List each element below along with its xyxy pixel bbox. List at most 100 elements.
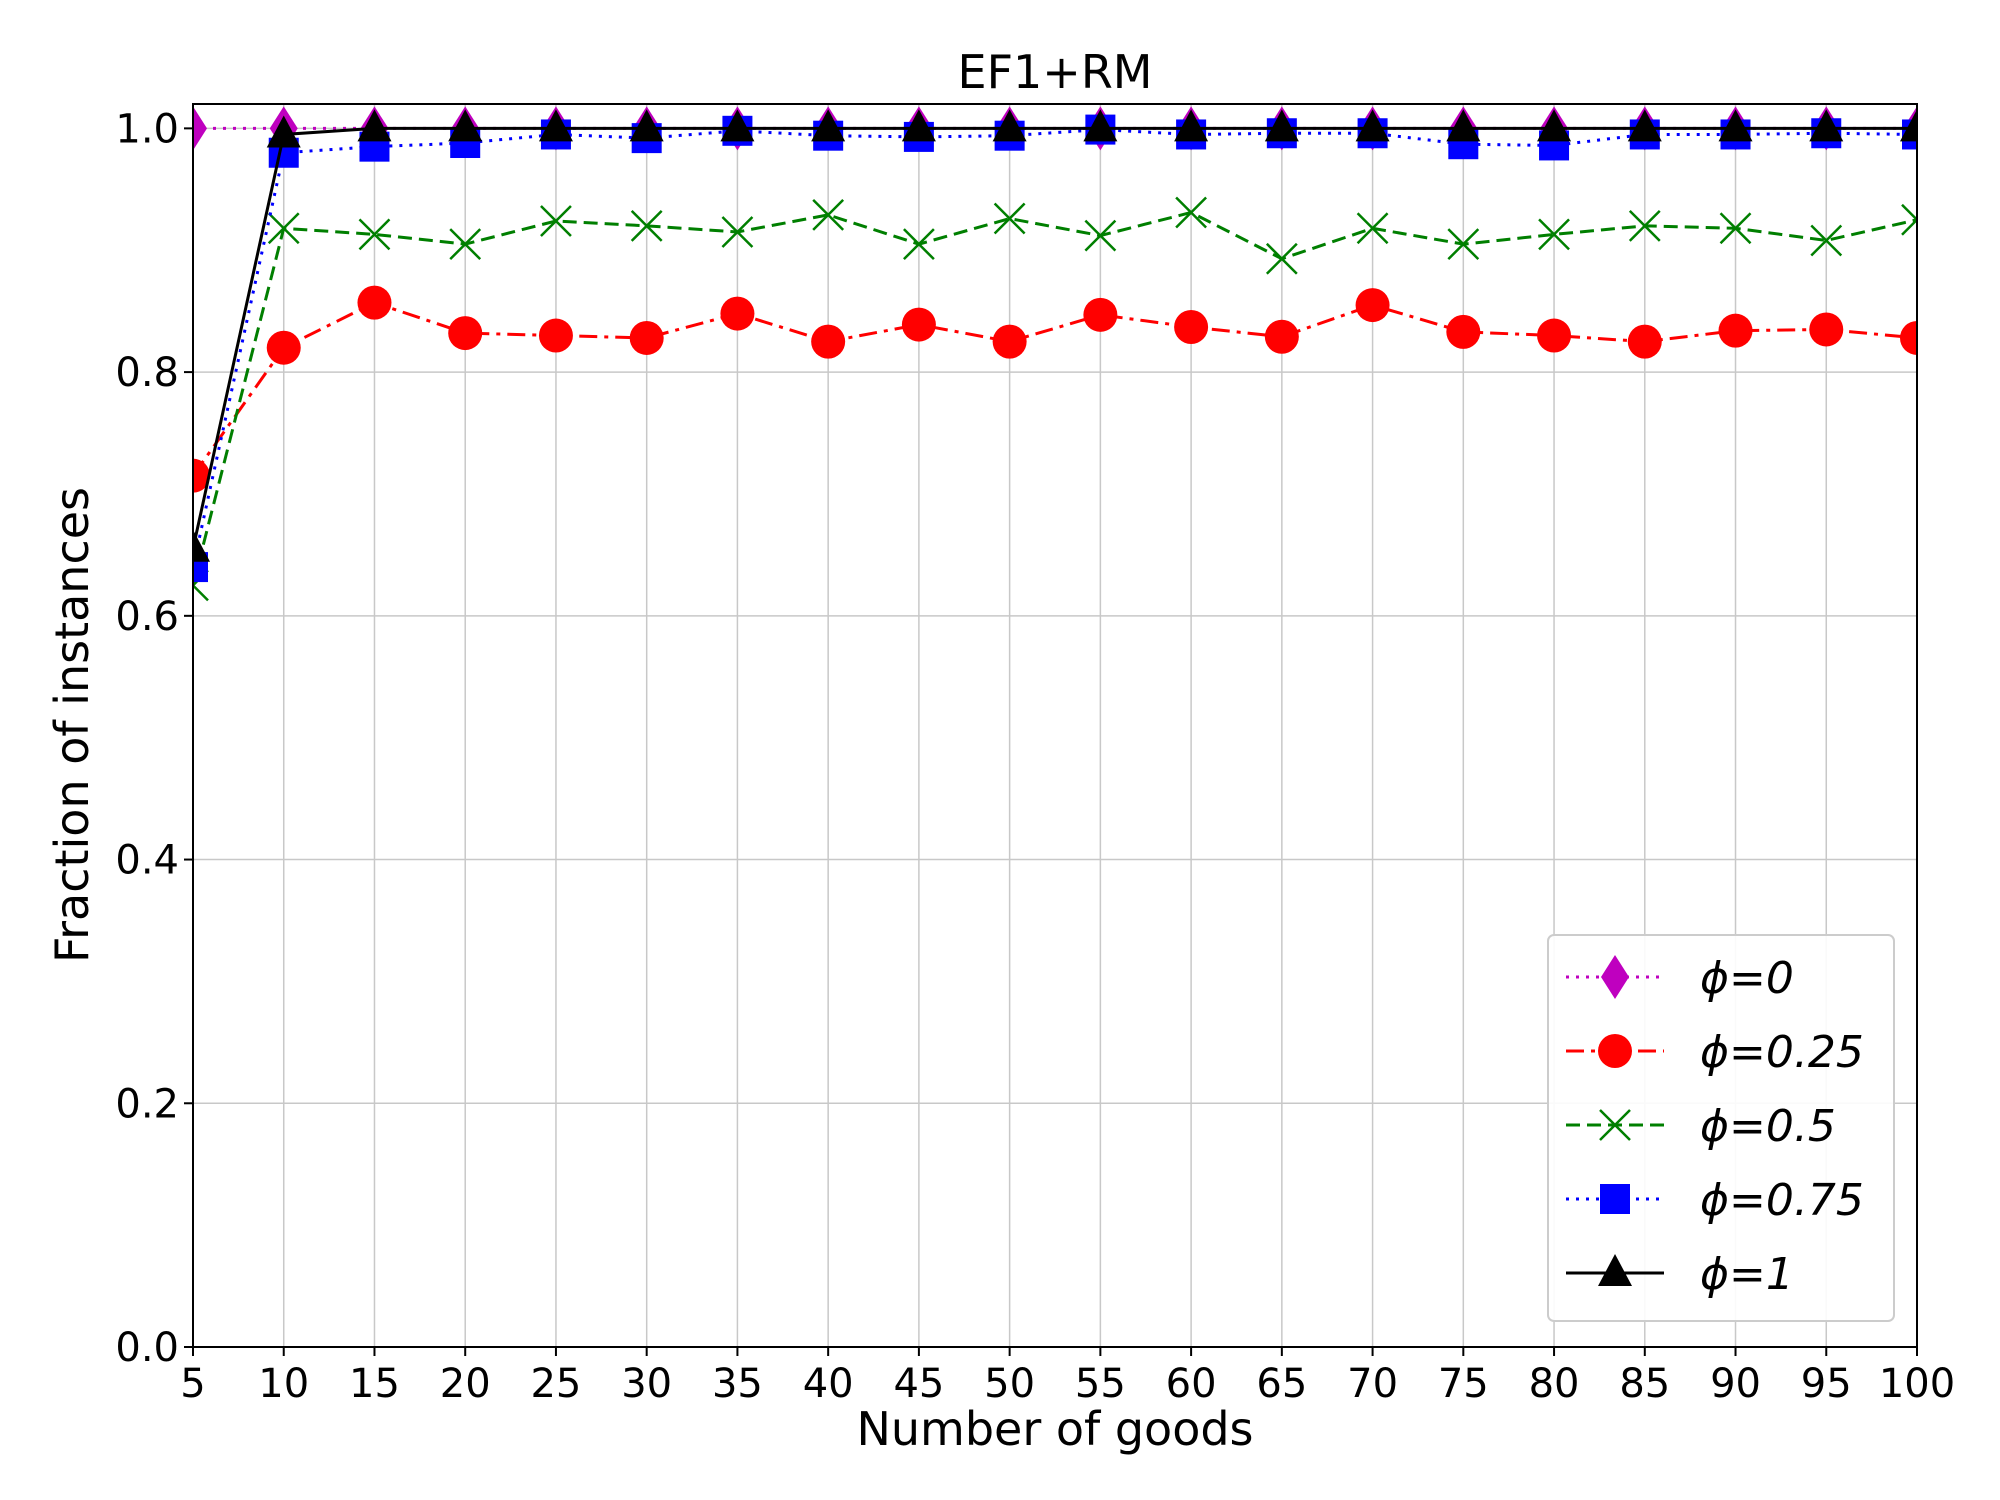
data-point <box>1628 209 1661 242</box>
data-point <box>811 109 846 142</box>
data-point <box>1538 218 1570 251</box>
data-point <box>1719 212 1752 245</box>
data-point <box>812 199 845 231</box>
legend-item: ϕ=1 <box>1566 1249 1794 1300</box>
data-point <box>1901 203 1917 236</box>
y-tick-label: 1.0 <box>115 106 179 152</box>
legend-marker <box>1599 1109 1631 1141</box>
legend-item: ϕ=0.5 <box>1566 1101 1836 1152</box>
legend-label: ϕ=1 <box>1700 1249 1794 1300</box>
data-point <box>538 109 573 142</box>
series-line <box>193 126 1917 550</box>
data-point <box>1083 297 1118 332</box>
data-point <box>903 228 935 261</box>
data-point <box>1537 318 1572 353</box>
legend: ϕ=0 ϕ=0.25 ϕ=0.5 ϕ=0.75 ϕ=1 <box>1547 934 1895 1322</box>
data-point <box>357 109 392 142</box>
legend-box <box>1547 934 1895 1322</box>
legend-item: ϕ=0 <box>1566 953 1794 1004</box>
x-tick-label: 85 <box>1619 1361 1670 1407</box>
x-tick-label: 20 <box>440 1361 491 1407</box>
y-tick-label: 0.6 <box>115 594 179 640</box>
data-point <box>1537 109 1572 142</box>
data-point <box>993 202 1026 235</box>
series-2 <box>193 196 1917 602</box>
data-point <box>1174 109 1209 142</box>
legend-label: ϕ=0.25 <box>1700 1027 1864 1078</box>
data-point <box>448 109 483 142</box>
data-point <box>448 316 483 351</box>
data-point <box>540 205 572 237</box>
data-point <box>1810 224 1843 257</box>
data-point <box>901 307 936 342</box>
data-point <box>193 106 207 151</box>
data-point <box>449 228 482 261</box>
y-tick-label: 0.4 <box>115 838 179 884</box>
x-tick-label: 55 <box>1075 1361 1126 1407</box>
legend-marker <box>1598 1254 1632 1286</box>
data-point <box>1355 109 1390 142</box>
data-point <box>721 216 754 248</box>
legend-item: ϕ=0.25 <box>1566 1027 1864 1078</box>
data-point <box>1718 313 1753 348</box>
series-line <box>193 210 1917 586</box>
data-point <box>1809 312 1844 347</box>
x-tick-label: 65 <box>1256 1361 1307 1407</box>
data-point <box>1174 310 1209 345</box>
chart-title: EF1+RM <box>958 45 1153 99</box>
data-point <box>1809 109 1844 142</box>
legend-marker <box>1601 955 1629 999</box>
x-tick-label: 25 <box>530 1361 581 1407</box>
x-tick-label: 40 <box>803 1361 854 1407</box>
x-tick-label: 30 <box>621 1361 672 1407</box>
data-point <box>1355 288 1390 323</box>
data-point <box>992 324 1027 359</box>
data-point <box>629 320 664 355</box>
y-tick-label: 0.8 <box>115 350 179 396</box>
legend-label: ϕ=0.5 <box>1700 1101 1836 1152</box>
data-point <box>1718 109 1753 142</box>
x-tick-label: 35 <box>712 1361 763 1407</box>
data-point <box>538 318 573 353</box>
data-point <box>811 324 846 359</box>
x-tick-label: 80 <box>1529 1361 1580 1407</box>
data-point <box>267 212 300 245</box>
x-tick-label: 50 <box>984 1361 1035 1407</box>
x-tick-label: 75 <box>1438 1361 1489 1407</box>
data-point <box>1264 109 1299 142</box>
series-4 <box>193 109 1917 562</box>
series-layer <box>193 106 1917 602</box>
data-point <box>1627 324 1662 359</box>
x-tick-label: 60 <box>1166 1361 1217 1407</box>
legend-label: ϕ=0 <box>1700 953 1794 1004</box>
x-tick-label: 10 <box>258 1361 309 1407</box>
data-point <box>1447 228 1480 261</box>
x-tick-label: 5 <box>180 1361 205 1407</box>
data-point <box>720 109 755 142</box>
x-tick-label: 45 <box>893 1361 944 1407</box>
data-point <box>1900 320 1917 355</box>
y-axis-ticks: 0.0 0.2 0.4 0.6 0.8 1.0 <box>115 106 193 1371</box>
data-point <box>1265 242 1298 275</box>
data-point <box>1900 109 1917 142</box>
data-point <box>1083 109 1118 142</box>
x-axis-label: Number of goods <box>856 1402 1253 1456</box>
x-tick-label: 100 <box>1879 1361 1955 1407</box>
data-point <box>1627 109 1662 142</box>
legend-label: ϕ=0.75 <box>1700 1175 1864 1226</box>
data-point <box>630 209 663 242</box>
y-axis-label: Fraction of instances <box>45 487 99 963</box>
legend-marker <box>1598 1034 1632 1068</box>
series-1 <box>193 285 1917 493</box>
legend-item: ϕ=0.75 <box>1566 1175 1864 1226</box>
data-point <box>1084 219 1117 252</box>
data-point <box>992 109 1027 142</box>
y-tick-label: 0.2 <box>115 1081 179 1127</box>
data-point <box>1446 109 1481 142</box>
x-tick-label: 70 <box>1347 1361 1398 1407</box>
x-axis-ticks: 5 10 15 20 25 30 35 40 45 50 55 60 65 70 75 80 85 90 95 100 <box>180 1347 1955 1407</box>
x-tick-label: 15 <box>349 1361 400 1407</box>
data-point <box>1356 212 1389 245</box>
series-line <box>193 128 1917 568</box>
